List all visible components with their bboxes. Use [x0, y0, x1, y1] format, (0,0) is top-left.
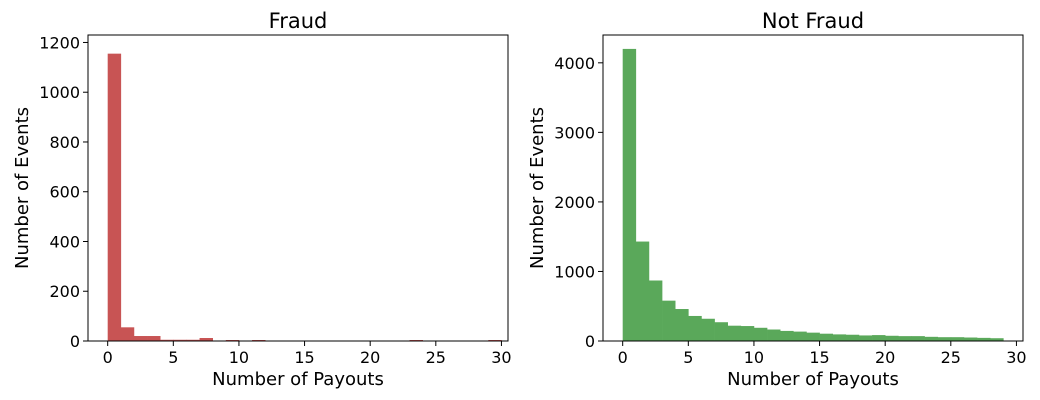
not-fraud-y-tick-label: 4000 [554, 54, 595, 73]
fraud-x-tick-label: 15 [294, 348, 314, 367]
not-fraud-y-tick-label: 0 [585, 332, 595, 351]
fraud-y-tick-label: 400 [49, 232, 80, 251]
fraud-y-tick-label: 600 [49, 183, 80, 202]
fraud-x-tick-label: 25 [426, 348, 446, 367]
not-fraud-bar [793, 331, 807, 341]
not-fraud-bar [688, 315, 702, 341]
not-fraud-bar [819, 333, 833, 341]
fraud-y-axis-label: Number of Events [12, 107, 33, 269]
fraud-y-tick-label: 1000 [39, 83, 80, 102]
not-fraud-bar [911, 336, 925, 341]
not-fraud-bars [622, 48, 1004, 341]
not-fraud-histogram-panel: Not Fraud 0 5 10 15 20 25 3001000200030004000 … [527, 9, 1027, 390]
fraud-ticks: 0 5 10 15 20 25 30 0 200 400 600 800 1000 1200 [39, 33, 511, 367]
not-fraud-y-tick-label: 3000 [554, 123, 595, 142]
not-fraud-ticks: 0 5 10 15 20 25 30 0 1000 2000 3000 4000 [554, 54, 1026, 367]
not-fraud-x-tick-label: 10 [744, 348, 764, 367]
not-fraud-x-tick-label: 30 [1006, 348, 1026, 367]
fraud-bar [120, 327, 135, 341]
fraud-x-tick-label: 30 [491, 348, 511, 367]
fraud-y-tick-label: 800 [49, 133, 80, 152]
not-fraud-x-axis-label: Number of Payouts [727, 369, 899, 390]
not-fraud-x-tick-label: 20 [875, 348, 895, 367]
not-fraud-x-tick-label: 15 [809, 348, 829, 367]
not-fraud-bar [990, 338, 1004, 341]
not-fraud-plot-frame [602, 34, 1024, 342]
not-fraud-bar [950, 337, 965, 341]
fraud-bar [160, 339, 174, 341]
not-fraud-bar [727, 325, 742, 341]
not-fraud-bar [858, 335, 873, 341]
not-fraud-bar [832, 334, 847, 341]
fraud-bars [107, 53, 502, 341]
fraud-chart-title: Fraud [269, 9, 328, 33]
not-fraud-bar [662, 300, 676, 341]
not-fraud-x-tick-label: 25 [941, 348, 961, 367]
fraud-bar [173, 339, 187, 341]
not-fraud-bar [622, 48, 637, 341]
not-fraud-bar [780, 330, 794, 341]
not-fraud-bar [675, 309, 689, 341]
fraud-x-tick-label: 20 [360, 348, 380, 367]
not-fraud-bar [924, 336, 938, 341]
not-fraud-bar [898, 336, 912, 341]
not-fraud-chart-title: Not Fraud [762, 9, 864, 33]
fraud-plot-frame [87, 34, 509, 342]
fraud-x-axis-label: Number of Payouts [212, 369, 384, 390]
fraud-y-tick-label: 0 [70, 332, 80, 351]
not-fraud-bar [845, 334, 860, 341]
not-fraud-bar [753, 327, 768, 341]
fraud-y-tick-label: 200 [49, 282, 80, 301]
fraud-bar [186, 339, 200, 341]
fraud-bar [199, 338, 213, 341]
not-fraud-bar [635, 241, 650, 341]
fraud-bar [107, 53, 122, 341]
fraud-x-tick-label: 5 [168, 348, 178, 367]
fraud-x-tick-label: 0 [103, 348, 113, 367]
fraud-y-tick-label: 1200 [39, 33, 80, 52]
not-fraud-x-tick-label: 0 [618, 348, 628, 367]
not-fraud-bar [701, 318, 715, 341]
not-fraud-bar [937, 337, 952, 341]
not-fraud-y-tick-label: 1000 [554, 262, 595, 281]
not-fraud-bar [648, 280, 663, 341]
fraud-bar [133, 336, 148, 341]
not-fraud-bar [885, 335, 899, 341]
not-fraud-bar [977, 337, 991, 341]
not-fraud-bar [963, 337, 978, 341]
not-fraud-y-axis-label: Number of Events [527, 107, 548, 269]
not-fraud-bar [767, 329, 781, 341]
fraud-x-tick-label: 10 [229, 348, 249, 367]
not-fraud-bar [714, 322, 728, 341]
not-fraud-bar [872, 335, 886, 341]
not-fraud-bar [806, 332, 820, 341]
not-fraud-bar [740, 326, 755, 341]
fraud-bar [147, 336, 161, 341]
not-fraud-y-tick-label: 2000 [554, 193, 595, 212]
fraud-histogram-panel: Fraud 0 5 10 15 20 25 30020040060080010001200 … [12, 9, 512, 390]
not-fraud-x-tick-label: 5 [683, 348, 693, 367]
